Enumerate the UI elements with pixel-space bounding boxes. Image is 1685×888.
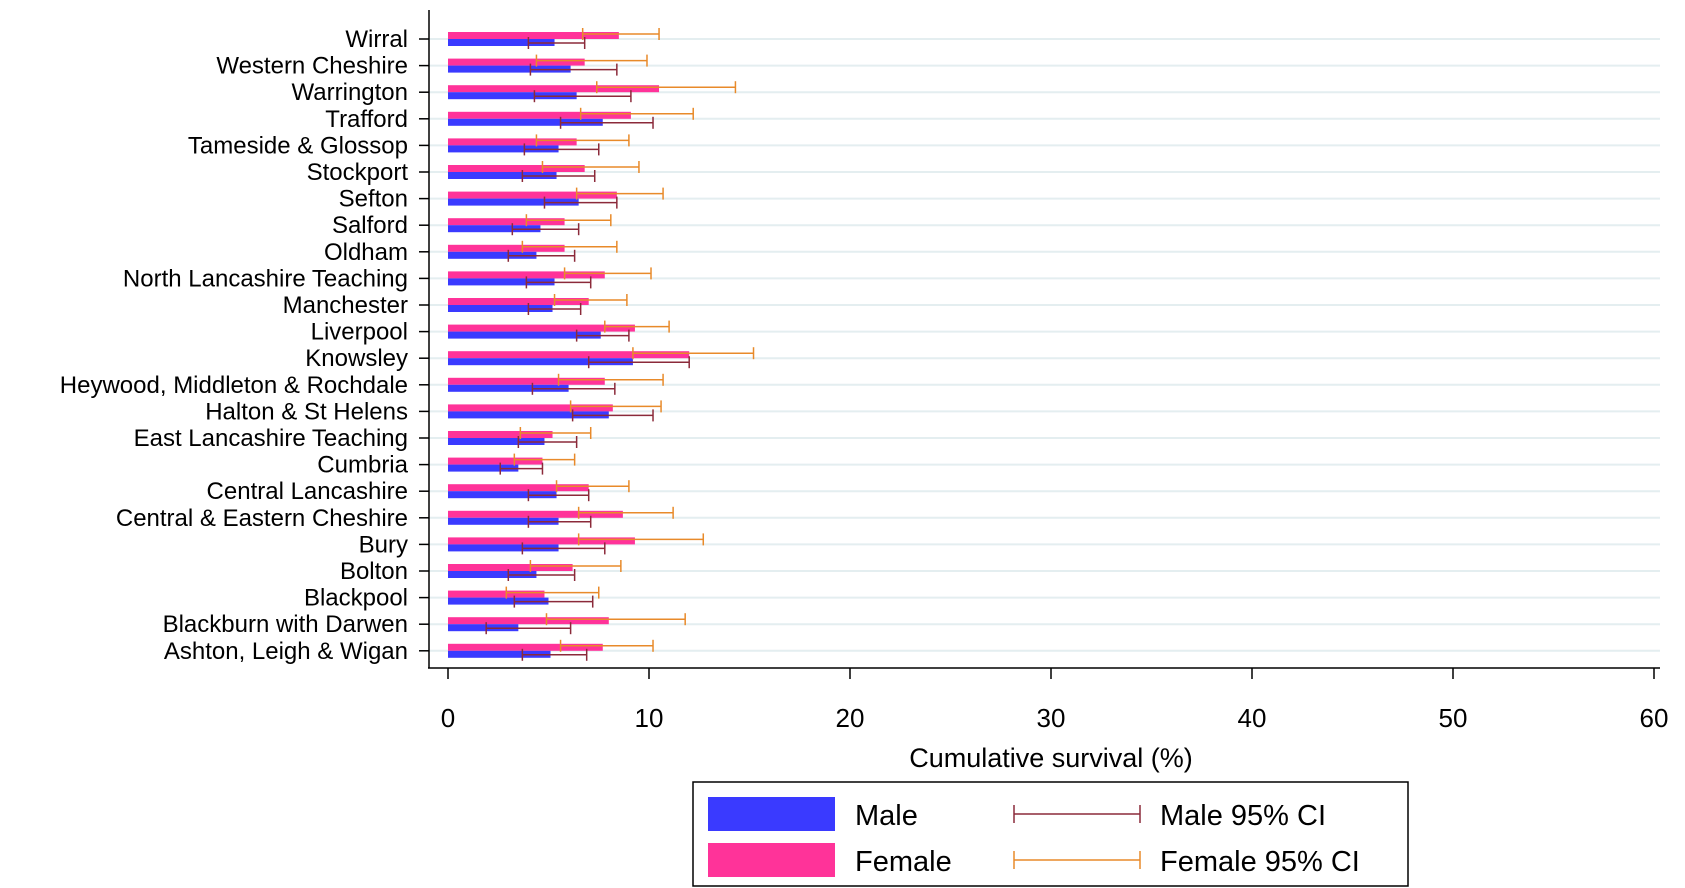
legend-male-ci-label: Male 95% CI bbox=[1160, 800, 1326, 832]
bar-male bbox=[448, 65, 571, 73]
category-label: Salford bbox=[332, 212, 408, 239]
category-label: Blackburn with Darwen bbox=[163, 611, 408, 638]
bar-male bbox=[448, 358, 633, 366]
bar-male bbox=[448, 198, 579, 206]
bar-female bbox=[448, 351, 690, 359]
x-tick-label: 50 bbox=[1439, 703, 1468, 733]
bar-female bbox=[448, 484, 589, 492]
bar-female bbox=[448, 643, 603, 651]
category-label: Stockport bbox=[307, 159, 409, 186]
bar-female bbox=[448, 510, 623, 518]
bar-male bbox=[448, 278, 555, 286]
grid-lines bbox=[428, 38, 1660, 652]
bar-male bbox=[448, 225, 541, 233]
legend-male-ci-icon bbox=[1013, 805, 1141, 823]
bar-male bbox=[448, 118, 603, 126]
category-label: Liverpool bbox=[311, 319, 408, 346]
category-label: Manchester bbox=[283, 292, 408, 319]
bar-male bbox=[448, 491, 557, 499]
category-label: Wirral bbox=[345, 26, 408, 53]
x-axis-title: Cumulative survival (%) bbox=[909, 743, 1193, 773]
bar-female bbox=[448, 590, 545, 598]
bar-male bbox=[448, 571, 537, 578]
x-tick-label: 60 bbox=[1640, 703, 1669, 733]
bars-layer bbox=[448, 32, 690, 658]
category-label: Bury bbox=[359, 531, 408, 558]
bar-female bbox=[448, 32, 619, 39]
category-label: Bolton bbox=[340, 558, 408, 585]
bar-female bbox=[448, 271, 605, 279]
x-tick-label: 20 bbox=[836, 703, 865, 733]
bar-female bbox=[448, 404, 613, 412]
bar-male bbox=[448, 624, 519, 632]
bar-male bbox=[448, 305, 553, 312]
bar-male bbox=[448, 172, 557, 179]
x-tick-label: 30 bbox=[1037, 703, 1066, 733]
bar-female bbox=[448, 324, 635, 332]
category-label: East Lancashire Teaching bbox=[134, 425, 408, 452]
bar-female bbox=[448, 58, 585, 66]
bar-female bbox=[448, 244, 565, 252]
category-label: Oldham bbox=[324, 239, 408, 266]
bar-female bbox=[448, 617, 609, 625]
bar-female bbox=[448, 111, 631, 119]
category-label: Halton & St Helens bbox=[205, 398, 408, 425]
legend-female-ci-label: Female 95% CI bbox=[1160, 846, 1360, 878]
bar-male bbox=[448, 650, 551, 658]
category-label: North Lancashire Teaching bbox=[123, 265, 408, 292]
legend-male-label: Male bbox=[855, 800, 918, 832]
bar-male bbox=[448, 92, 577, 100]
category-label: Tameside & Glossop bbox=[188, 132, 408, 159]
category-label: Blackpool bbox=[304, 585, 408, 612]
bar-male bbox=[448, 517, 559, 525]
category-label: Cumbria bbox=[317, 452, 408, 479]
x-tick-label: 10 bbox=[635, 703, 664, 733]
x-tick-labels: 0 10 20 30 40 50 60 bbox=[441, 703, 1669, 733]
category-label: Central & Eastern Cheshire bbox=[116, 505, 408, 532]
bar-male bbox=[448, 145, 559, 153]
bar-male bbox=[448, 597, 549, 605]
bar-male bbox=[448, 331, 601, 339]
bar-female bbox=[448, 377, 605, 385]
bar-male bbox=[448, 464, 519, 472]
bar-female bbox=[448, 431, 553, 438]
category-label: Western Cheshire bbox=[216, 53, 408, 80]
axes bbox=[419, 10, 1660, 679]
bar-male bbox=[448, 384, 569, 392]
bar-female bbox=[448, 537, 635, 545]
legend-female-swatch bbox=[708, 843, 835, 877]
bar-female bbox=[448, 218, 565, 226]
legend: Male Female Male 95% CI Female 95% CI bbox=[692, 781, 1409, 887]
bar-male bbox=[448, 251, 537, 259]
category-label: Knowsley bbox=[305, 345, 408, 372]
error-bars-layer bbox=[485, 28, 755, 661]
bar-female bbox=[448, 564, 573, 571]
legend-female-label: Female bbox=[855, 846, 952, 878]
category-label: Heywood, Middleton & Rochdale bbox=[60, 372, 408, 399]
bar-female bbox=[448, 165, 585, 172]
x-tick-label: 40 bbox=[1238, 703, 1267, 733]
category-label: Warrington bbox=[292, 79, 408, 106]
legend-female-ci-icon bbox=[1013, 851, 1141, 869]
category-label: Ashton, Leigh & Wigan bbox=[164, 638, 408, 665]
x-tick-label: 0 bbox=[441, 703, 455, 733]
bar-male bbox=[448, 438, 545, 445]
bar-female bbox=[448, 298, 589, 305]
category-label: Sefton bbox=[339, 186, 408, 213]
bar-female bbox=[448, 138, 577, 146]
category-label: Trafford bbox=[325, 106, 408, 133]
bar-male bbox=[448, 39, 555, 46]
bar-female bbox=[448, 85, 660, 93]
bar-male bbox=[448, 411, 609, 419]
bar-male bbox=[448, 544, 559, 552]
bar-female bbox=[448, 191, 617, 199]
category-label: Central Lancashire bbox=[207, 478, 408, 505]
legend-male-swatch bbox=[708, 797, 835, 831]
bar-female bbox=[448, 457, 543, 465]
